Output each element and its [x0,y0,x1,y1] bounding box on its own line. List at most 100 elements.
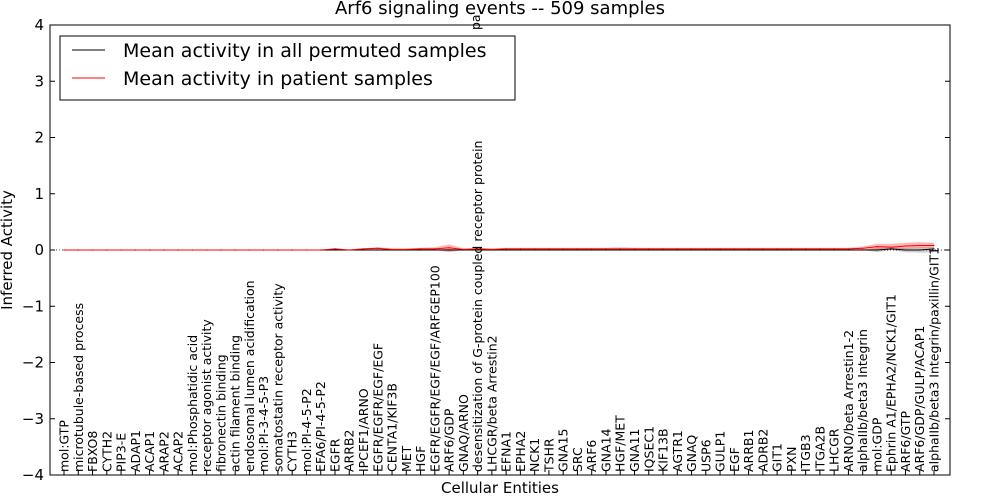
point-series-0-49 [762,249,764,251]
point-series-1-22 [377,247,379,249]
point-series-1-61 [933,244,935,247]
x-tick-labels: mol:GTP microtubule-based process FBXO8 CYT… [57,141,942,473]
x-tick-label: TSHR [541,438,556,473]
x-tick-label: mol:Phosphatidic acid [185,335,200,472]
point-series-1-7 [163,249,165,251]
y-tick-label: −3 [22,410,44,428]
point-series-1-31 [505,248,507,250]
x-tick-label: endosomal lumen acidification [242,280,257,472]
x-tick-label: EFNA1 [499,431,514,472]
x-tick-label: ARNO/beta Arrestin1-2 [841,330,856,472]
x-tick-label: GNA11 [627,429,642,473]
x-tick-label: alphaIIb/beta3 Integrin [855,329,870,472]
x-tick-label: GNA14 [599,428,614,472]
x-tick-label: ARF6/GDP/GULP/ACAP1 [912,326,927,472]
point-series-1-25 [420,248,422,250]
point-series-0-61 [933,248,935,250]
point-series-0-48 [748,249,750,251]
point-series-1-56 [862,247,864,249]
x-tick-label: PXN [784,447,799,472]
x-tick-label: GNAQ [684,435,699,472]
point-series-0-55 [847,249,850,251]
point-series-0-54 [833,249,835,251]
x-tick-label: EGFR/EGFR/EGF/EGF [370,343,385,472]
point-series-1-59 [904,245,907,247]
point-series-1-45 [705,248,707,250]
point-series-0-57 [876,249,878,251]
point-series-1-57 [876,246,878,248]
axis-ticks [50,24,950,476]
series-lines [64,245,935,251]
point-series-0-41 [648,249,650,251]
point-series-0-46 [719,249,721,251]
x-tick-label: mol:PI-3-4-5-P3 [256,376,271,472]
point-series-0-27 [448,249,450,251]
point-series-0-40 [633,249,636,251]
x-tick-label: microtubule-based process [71,303,86,472]
point-series-0-60 [919,249,921,251]
point-series-1-55 [847,248,850,250]
point-series-0-45 [705,249,707,251]
point-series-1-8 [177,249,179,251]
y-tick-label: 1 [34,185,44,203]
y-tick-label: −1 [22,297,44,315]
point-series-1-40 [633,248,636,250]
plot-frame [49,24,951,476]
point-series-1-3 [106,249,108,251]
point-series-0-53 [819,249,821,251]
x-tick-label: GIT1 [770,443,785,472]
point-series-1-58 [890,246,892,248]
point-series-0-38 [605,249,607,251]
y-axis-label: Inferred Activity [0,190,16,310]
point-series-1-29 [477,248,479,250]
x-tick-label: ARAP2 [156,431,171,472]
x-tick-label: KIF13B [656,428,671,472]
x-tick-label: actin filament binding [228,335,243,472]
y-tick-label: −2 [22,354,44,372]
point-series-1-33 [534,248,536,250]
point-series-1-47 [733,248,735,250]
x-tick-label: mol:GDP [870,417,885,472]
point-series-0-35 [562,249,564,251]
x-tick-label: ARF6 [584,440,599,472]
point-series-1-12 [234,249,236,251]
chart-title: Arf6 signaling events -- 509 samples [335,0,665,19]
x-tick-label: FBXO8 [85,431,100,472]
point-series-1-2 [91,249,94,251]
point-series-1-19 [334,248,336,250]
point-series-0-42 [662,249,664,251]
point-series-1-4 [120,249,122,251]
x-tick-label: Ephrin A1/EPHA2/NCK1/GIT1 [884,294,899,472]
x-tick-label: receptor agonist activity [199,319,214,472]
x-tick-label: ITGB3 [798,434,813,472]
x-tick-label: IPCEF1/ARNO [356,388,371,472]
x-tick-label: IQSEC1 [641,426,656,472]
data-points [63,244,935,251]
point-series-1-51 [790,248,793,250]
x-tick-label: MET [399,445,414,472]
y-tick-label: 0 [34,241,44,259]
point-series-0-31 [505,249,507,251]
point-series-1-11 [220,249,222,251]
point-series-0-56 [862,249,864,251]
point-series-1-53 [819,248,821,250]
legend-box [59,35,516,101]
point-series-1-32 [519,248,522,250]
point-series-1-46 [719,248,721,250]
point-series-0-36 [576,249,579,251]
x-tick-label: USP6 [698,439,713,472]
point-series-1-60 [919,244,921,247]
x-tick-label: desensitization of G-protein coupled rec… [470,141,485,472]
point-series-1-39 [619,248,621,250]
point-series-1-21 [362,248,365,250]
x-tick-label: mol:GTP [57,420,72,472]
point-series-0-51 [790,249,793,251]
x-tick-label: ITGA2B [812,426,827,472]
legend-label-permuted: Mean activity in all permuted samples [123,40,486,62]
x-tick-label: ARF6/GTP [898,411,913,472]
point-series-1-41 [648,248,650,250]
x-tick-label: GULP1 [713,431,728,472]
point-series-0-32 [519,249,522,251]
point-series-1-35 [562,248,564,250]
x-tick-label: NCK1 [527,438,542,472]
